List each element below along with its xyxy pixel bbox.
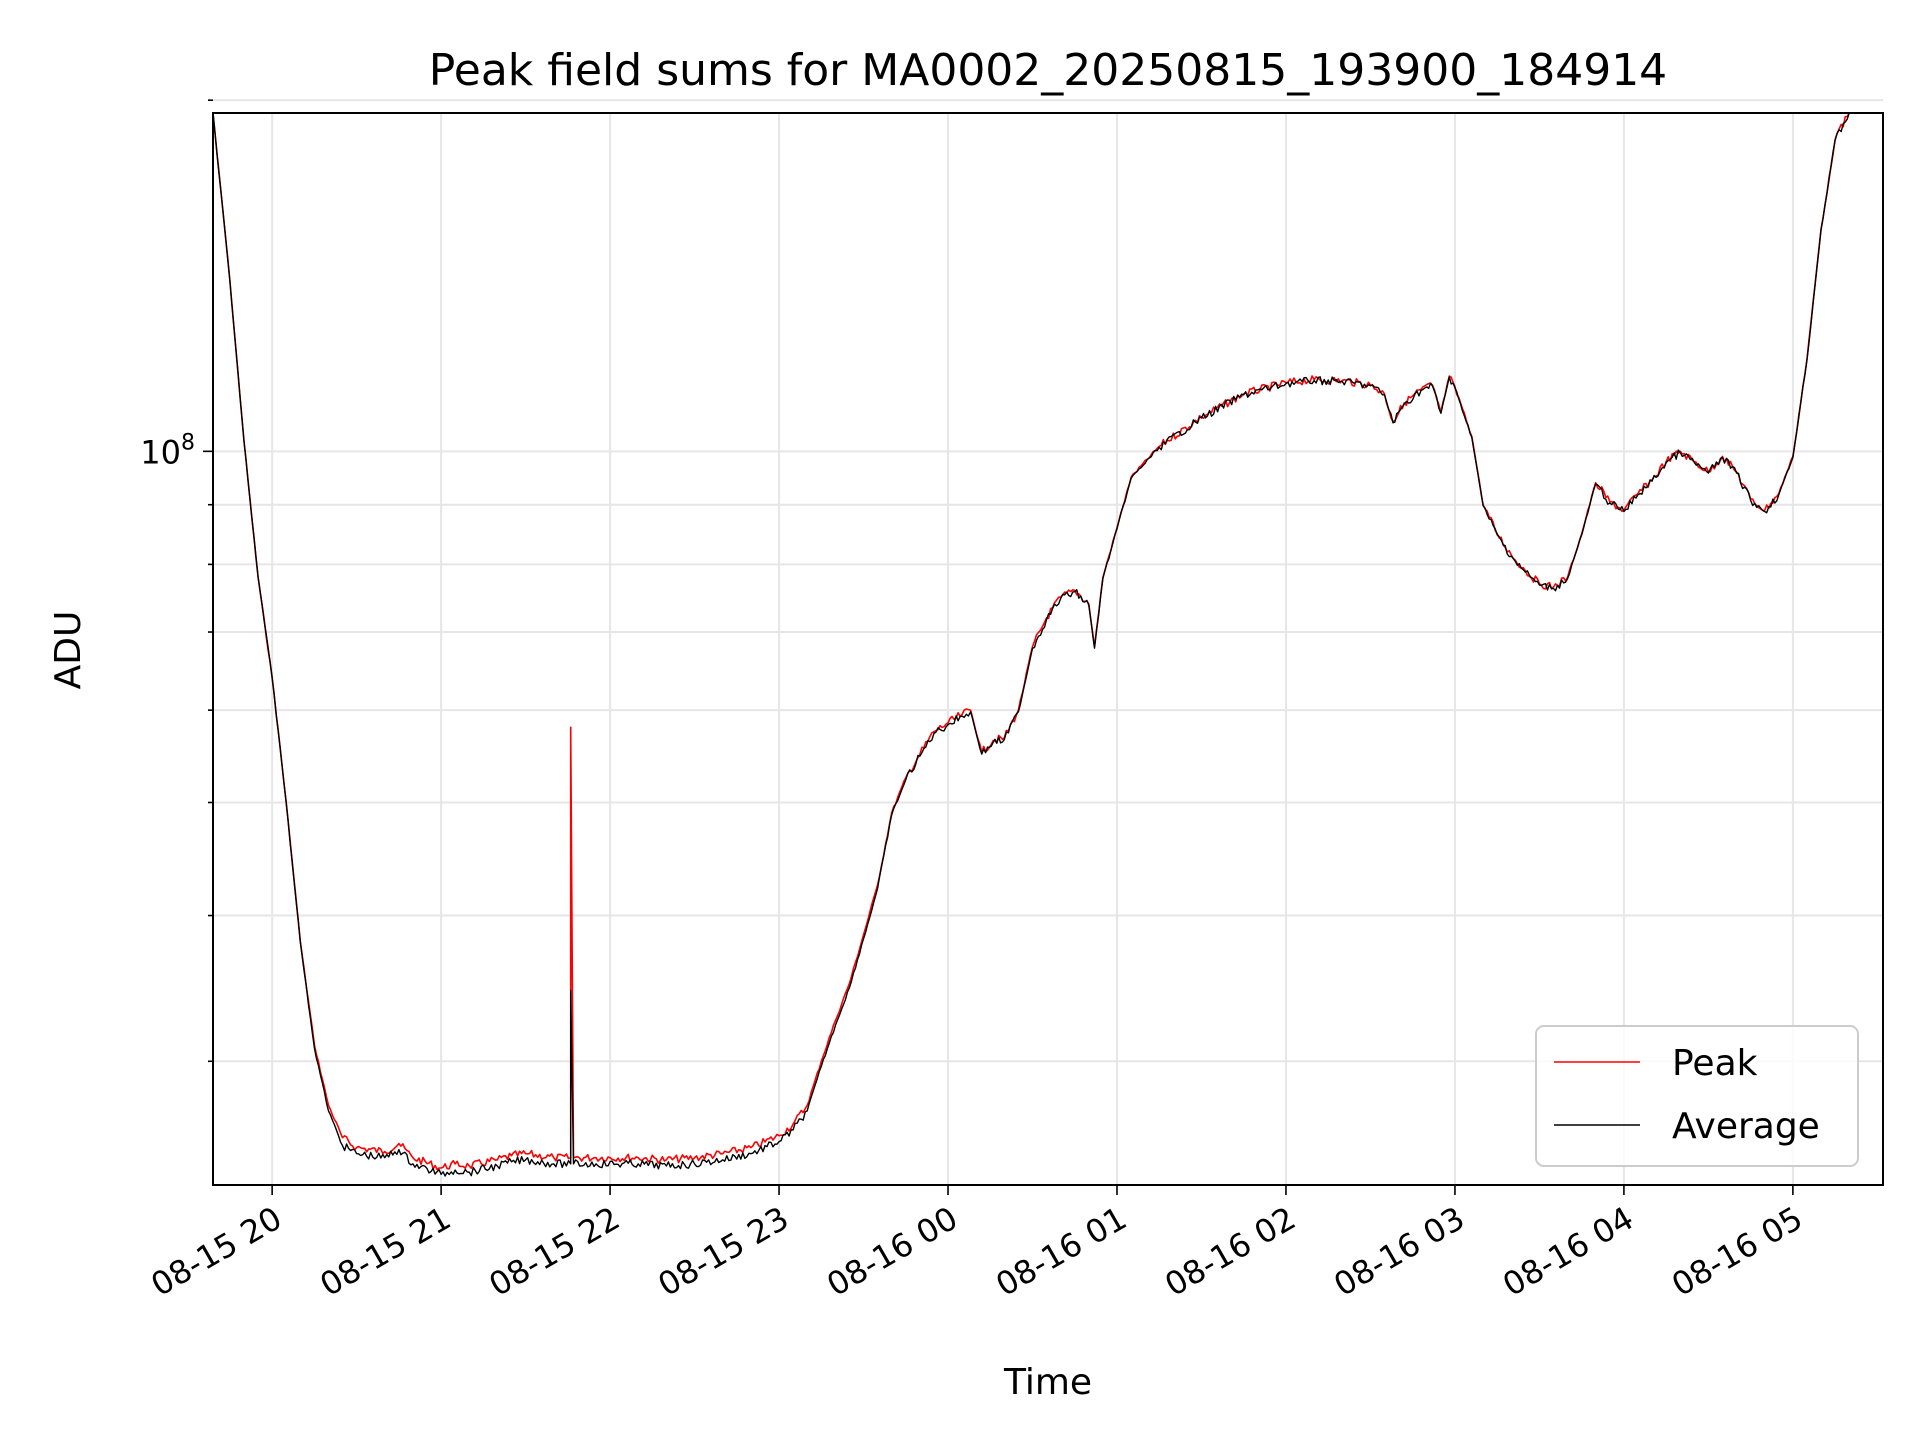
legend-label-average: Average [1672, 1106, 1820, 1147]
plot-frame [212, 112, 1884, 1186]
legend: Peak Average [1535, 1025, 1859, 1167]
y-axis-label: ADU [48, 611, 89, 690]
series-layer [213, 113, 1850, 1177]
chart-title: Peak field sums for MA0002_20250815_1939… [429, 45, 1667, 96]
series-line-average [213, 113, 1850, 1177]
legend-label-peak: Peak [1672, 1043, 1758, 1084]
y-tick-label: 108 [140, 430, 195, 471]
x-axis-label: Time [1003, 1362, 1092, 1403]
legend-box [1535, 1025, 1859, 1167]
